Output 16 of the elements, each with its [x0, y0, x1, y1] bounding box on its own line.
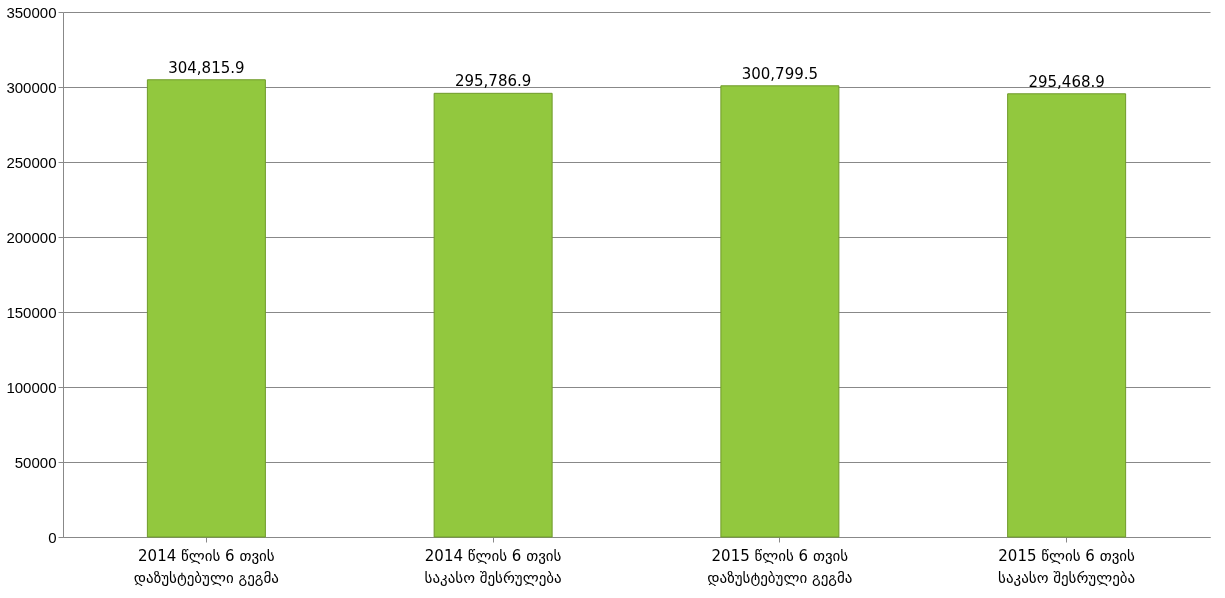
x-tick-label: 2014 წლის 6 თვის საკასო შესრულება — [424, 546, 562, 587]
y-tick-label: 150000 — [6, 303, 57, 321]
x-tick-label: 2015 წლის 6 თვის საკასო შესრულება — [998, 546, 1136, 587]
data-label: 304,815.9 — [168, 58, 245, 77]
data-label: 295,786.9 — [454, 72, 532, 91]
y-tick-label: 0 — [48, 528, 57, 546]
y-tick-label: 50000 — [14, 453, 57, 471]
y-tick-label: 200000 — [6, 228, 57, 246]
y-tick-label: 250000 — [6, 153, 57, 171]
x-tick-label: 2015 წლის 6 თვის დაზუსტებული გეგმა — [707, 546, 853, 587]
y-tick-label: 100000 — [6, 378, 57, 396]
y-tick-label: 300000 — [6, 78, 57, 96]
data-label: 300,799.5 — [741, 64, 819, 83]
x-tick-label: 2014 წლის 6 თვის დაზუსტებული გეგმა — [133, 546, 279, 587]
data-label: 295,468.9 — [1028, 72, 1105, 91]
y-tick-label: 350000 — [6, 3, 57, 21]
